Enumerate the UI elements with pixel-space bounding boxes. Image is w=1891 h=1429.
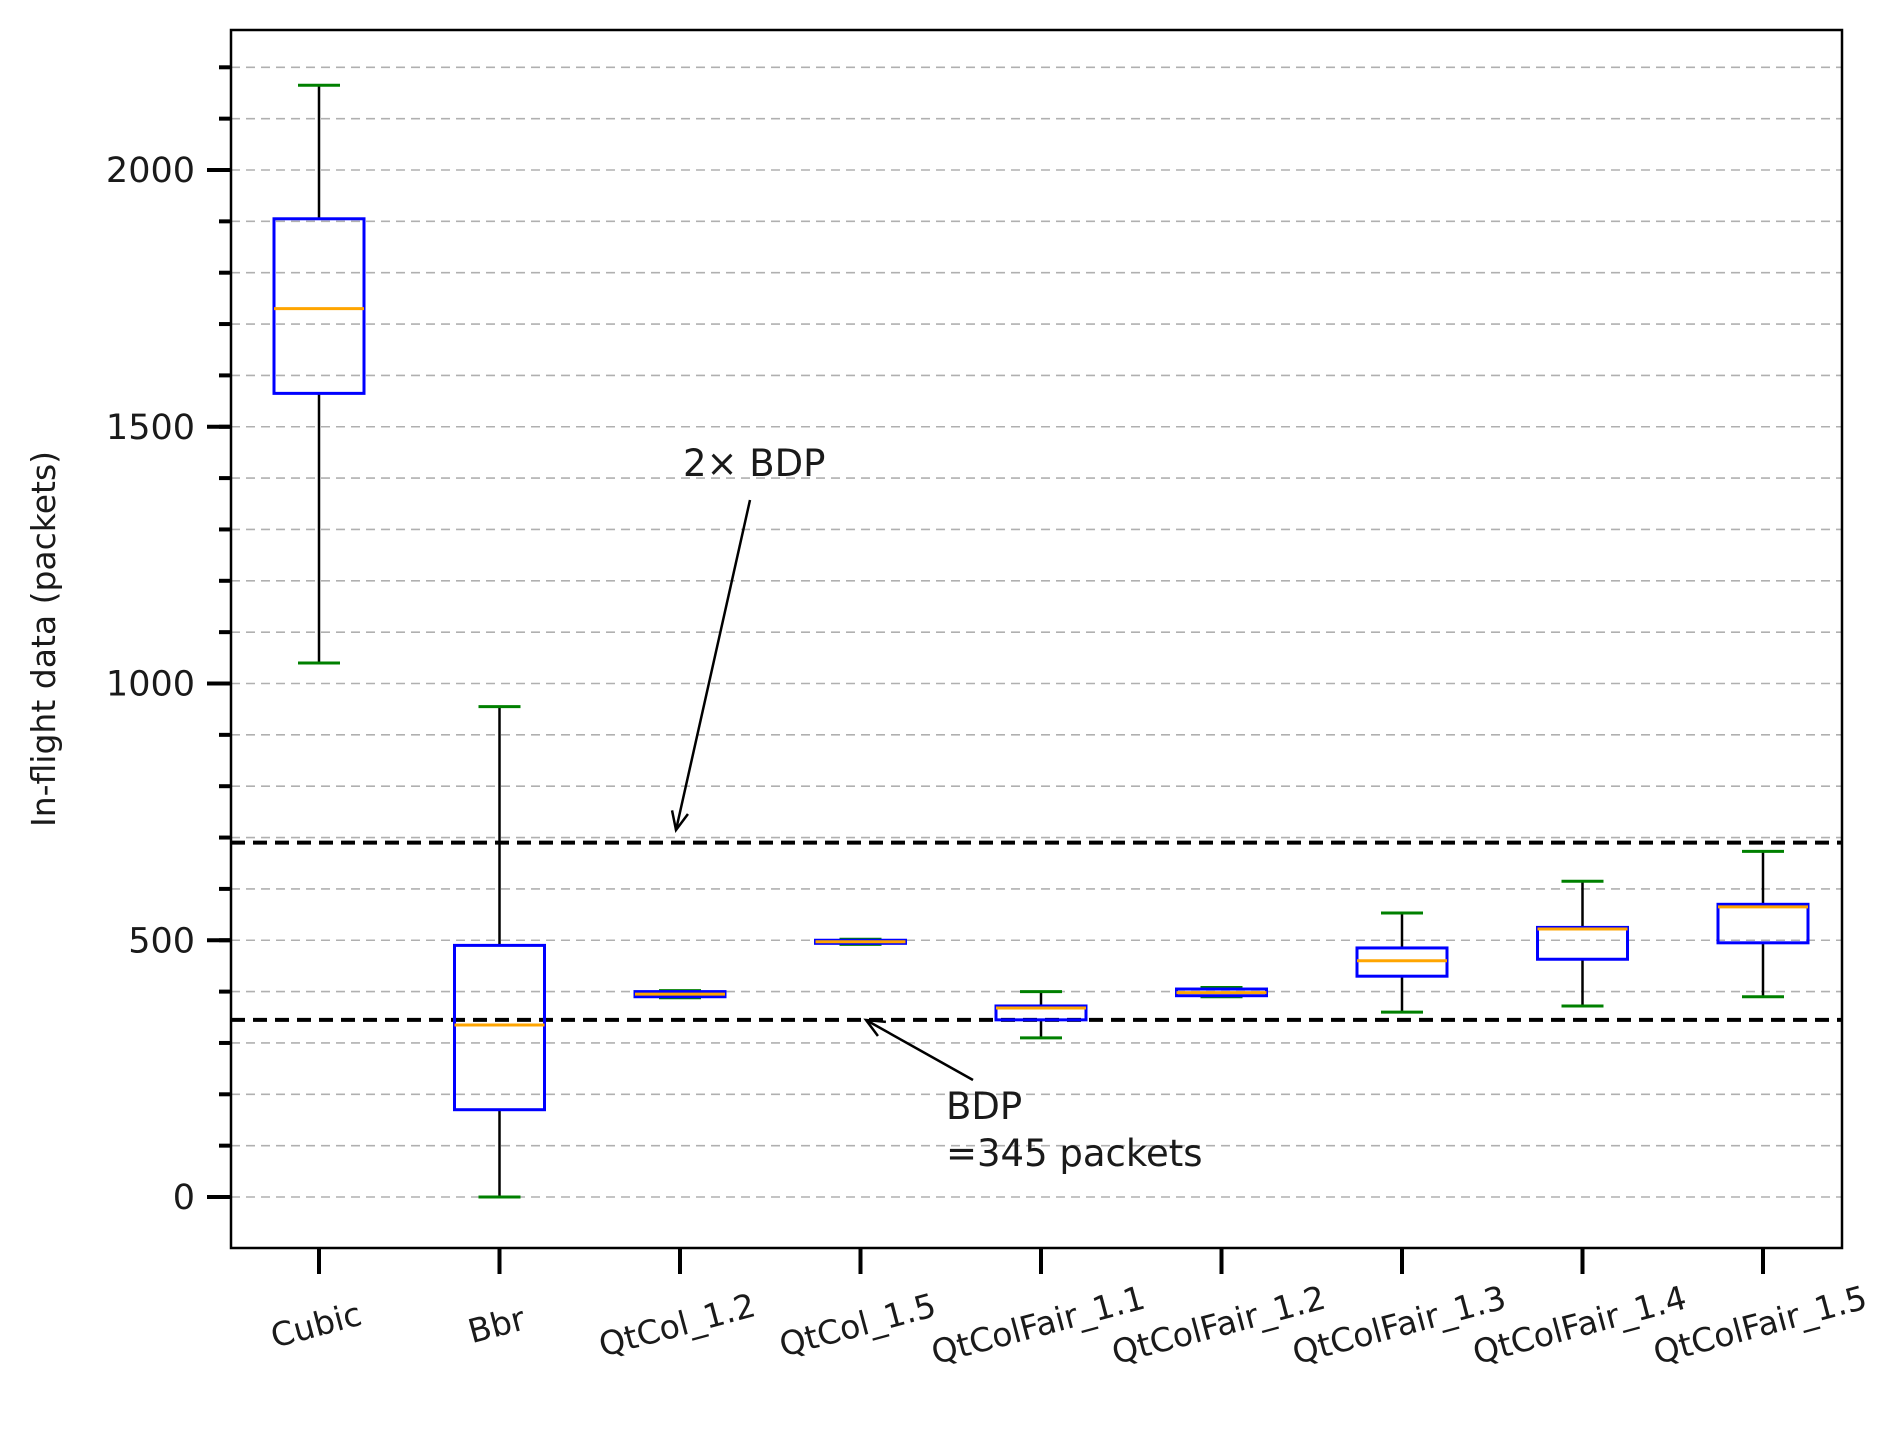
- box-iqr: [1716, 902, 1810, 945]
- box-iqr: [1536, 925, 1629, 961]
- grid-lines: [231, 66, 1842, 1198]
- y-axis-title: In-flight data (packets): [24, 451, 63, 827]
- plot-area-frame: [229, 28, 1844, 1250]
- annotation-2x-bdp: 2× BDP: [683, 442, 826, 485]
- box-iqr: [994, 1004, 1088, 1022]
- reference-lines: [231, 840, 1842, 1022]
- box-item: [1355, 911, 1449, 1014]
- x-tick-label: QtCol_1.5: [775, 1285, 940, 1364]
- x-tick-label: Bbr: [464, 1299, 530, 1352]
- box-item: [633, 989, 727, 1000]
- annotation-2x-bdp-arrow-head: [670, 810, 689, 833]
- y-axis: 0 500 1000 1500 2000: [106, 65, 231, 1218]
- x-axis: Cubic Bbr QtCol_1.2 QtCol_1.5QtColFair_1.1Q…: [266, 1248, 1871, 1372]
- box-item: [1536, 879, 1629, 1008]
- box-item: [272, 83, 366, 665]
- box-item: [453, 705, 546, 1199]
- annotation-bdp-value: =345 packets: [946, 1132, 1203, 1175]
- annotation-bdp-arrow-head: [863, 1018, 887, 1037]
- x-tick-label: QtCol_1.2: [595, 1285, 760, 1364]
- box-iqr: [453, 943, 546, 1112]
- box-iqr: [272, 217, 366, 395]
- annotation-bdp-arrow: [865, 1018, 974, 1082]
- box-series: [272, 83, 1810, 1199]
- box-item: [994, 990, 1088, 1040]
- y-tick-label: 500: [128, 921, 195, 961]
- box-item: [814, 937, 907, 946]
- box-item: [1716, 849, 1810, 999]
- annotation-2x-bdp-arrow: [674, 499, 752, 831]
- y-tick-label: 1500: [106, 408, 195, 448]
- x-tick-label: Cubic: [266, 1294, 365, 1356]
- annotation-bdp: BDP: [946, 1085, 1022, 1128]
- annotations: 2× BDP BDP =345 packets: [670, 442, 1203, 1175]
- y-tick-label: 0: [173, 1178, 195, 1218]
- y-tick-label: 2000: [106, 151, 195, 191]
- y-tick-label: 1000: [106, 665, 195, 705]
- box-item: [1175, 985, 1268, 999]
